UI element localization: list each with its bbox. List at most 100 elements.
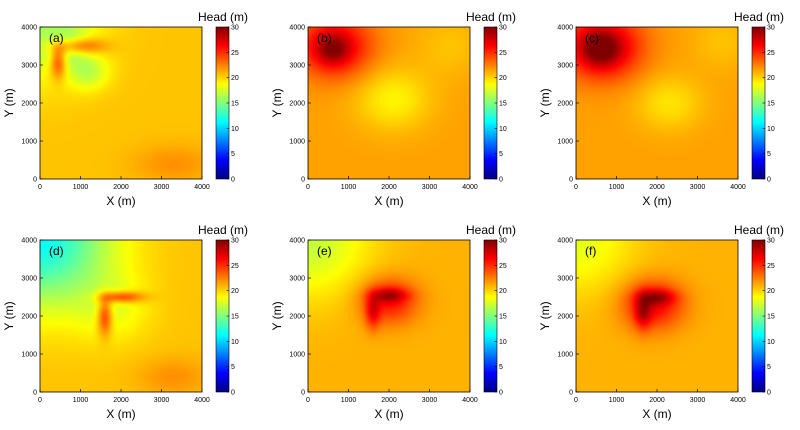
x-tick-label: 1000: [73, 184, 89, 191]
colorbar-tick-label: 25: [767, 50, 775, 57]
colorbar-tick-label: 0: [767, 177, 771, 184]
colorbar-tick-label: 30: [231, 25, 239, 32]
x-tick-label: 2000: [381, 184, 397, 191]
y-tick-label: 3000: [557, 276, 573, 283]
x-axis-label: X (m): [106, 407, 135, 421]
colorbar-tick-label: 5: [499, 364, 503, 371]
y-tick-label: 4000: [557, 238, 573, 245]
colorbar-tick-label: 5: [231, 364, 235, 371]
x-tick-label: 3000: [154, 397, 170, 404]
panel-d: 0 1000 2000 3000 4000 0 1000 2000 3000 4000 X (m) Y…: [0, 218, 265, 430]
x-tick-label: 0: [574, 397, 578, 404]
x-tick-label: 4000: [194, 184, 210, 191]
panel-label: (f): [585, 244, 596, 258]
colorbar-tick-label: 15: [499, 101, 507, 108]
y-tick-label: 3000: [289, 63, 305, 70]
x-tick-label: 1000: [73, 397, 89, 404]
y-tick-label: 1000: [289, 139, 305, 146]
x-axis-label: X (m): [642, 194, 671, 208]
y-tick-label: 2000: [21, 101, 37, 108]
colorbar-tick-label: 10: [499, 339, 507, 346]
colorbar-tick-label: 5: [499, 151, 503, 158]
x-tick-label: 2000: [113, 397, 129, 404]
colorbar-tick-label: 0: [231, 177, 235, 184]
x-tick-label: 4000: [730, 397, 746, 404]
heatmap-chart: 0 1000 2000 3000 4000 0 1000 2000 3000 4000 X (m) Y…: [270, 10, 516, 208]
colorbar-tick-label: 30: [499, 25, 507, 32]
colorbar-tick-label: 10: [499, 126, 507, 133]
y-axis-label: Y (m): [538, 301, 552, 330]
colorbar-tick-label: 5: [767, 151, 771, 158]
x-tick-label: 4000: [462, 184, 478, 191]
x-axis-label: X (m): [106, 194, 135, 208]
colorbar-title: Head (m): [198, 10, 248, 24]
colorbar-tick-label: 0: [499, 177, 503, 184]
colorbar-tick-label: 25: [231, 50, 239, 57]
heatmap-chart: 0 1000 2000 3000 4000 0 1000 2000 3000 4000 X (m) Y…: [538, 223, 784, 421]
heatmap-field: [576, 27, 738, 179]
colorbar-tick-label: 5: [767, 364, 771, 371]
x-tick-label: 0: [306, 397, 310, 404]
y-tick-label: 1000: [557, 352, 573, 359]
y-tick-label: 2000: [289, 314, 305, 321]
x-tick-label: 0: [306, 184, 310, 191]
y-tick-label: 3000: [289, 276, 305, 283]
colorbar-tick-label: 15: [499, 314, 507, 321]
colorbar-tick-label: 15: [767, 314, 775, 321]
colorbar-tick-label: 25: [767, 263, 775, 270]
x-tick-label: 4000: [730, 184, 746, 191]
x-axis-label: X (m): [642, 407, 671, 421]
colorbar-tick-label: 15: [767, 101, 775, 108]
heatmap-chart: 0 1000 2000 3000 4000 0 1000 2000 3000 4000 X (m) Y…: [2, 223, 248, 421]
x-tick-label: 0: [574, 184, 578, 191]
colorbar-tick-label: 20: [499, 288, 507, 295]
colorbar-tick-label: 25: [499, 50, 507, 57]
y-tick-label: 2000: [21, 314, 37, 321]
colorbar-tick-label: 20: [231, 75, 239, 82]
heatmap-field: [40, 27, 202, 179]
colorbar-tick-label: 30: [231, 238, 239, 245]
colorbar-tick-label: 25: [499, 263, 507, 270]
y-tick-label: 3000: [557, 63, 573, 70]
y-axis-label: Y (m): [270, 301, 284, 330]
y-tick-label: 4000: [21, 238, 37, 245]
heatmap-chart: 0 1000 2000 3000 4000 0 1000 2000 3000 4000 X (m) Y…: [270, 223, 516, 421]
heatmap-chart: 0 1000 2000 3000 4000 0 1000 2000 3000 4000 X (m) Y…: [2, 10, 248, 208]
y-tick-label: 4000: [289, 25, 305, 32]
panel-label: (c): [585, 31, 599, 45]
y-tick-label: 1000: [21, 139, 37, 146]
colorbar-tick-label: 5: [231, 151, 235, 158]
y-tick-label: 4000: [21, 25, 37, 32]
colorbar-tick-label: 20: [767, 288, 775, 295]
panel-label: (a): [49, 31, 64, 45]
y-tick-label: 2000: [557, 314, 573, 321]
x-tick-label: 1000: [341, 397, 357, 404]
heatmap-field: [308, 27, 470, 179]
colorbar-title: Head (m): [734, 223, 784, 237]
x-axis-label: X (m): [374, 407, 403, 421]
colorbar-tick-label: 10: [767, 339, 775, 346]
colorbar-tick-label: 30: [767, 238, 775, 245]
y-axis-label: Y (m): [538, 88, 552, 117]
colorbar-tick-label: 0: [767, 390, 771, 397]
x-tick-label: 2000: [649, 397, 665, 404]
x-tick-label: 3000: [690, 184, 706, 191]
y-tick-label: 0: [569, 390, 573, 397]
y-tick-label: 2000: [289, 101, 305, 108]
x-tick-label: 4000: [194, 397, 210, 404]
colorbar-tick-label: 30: [499, 238, 507, 245]
heatmap-field: [576, 240, 738, 392]
y-tick-label: 4000: [289, 238, 305, 245]
colorbar-title: Head (m): [466, 223, 516, 237]
panel-label: (d): [49, 244, 64, 258]
colorbar-tick-label: 0: [231, 390, 235, 397]
colorbar-tick-label: 20: [231, 288, 239, 295]
y-tick-label: 2000: [557, 101, 573, 108]
x-tick-label: 2000: [649, 184, 665, 191]
panel-b: 0 1000 2000 3000 4000 0 1000 2000 3000 4000 X (m) Y…: [268, 5, 533, 217]
y-axis-label: Y (m): [2, 301, 16, 330]
y-tick-label: 1000: [21, 352, 37, 359]
x-tick-label: 1000: [609, 184, 625, 191]
y-tick-label: 0: [33, 177, 37, 184]
colorbar-title: Head (m): [198, 223, 248, 237]
